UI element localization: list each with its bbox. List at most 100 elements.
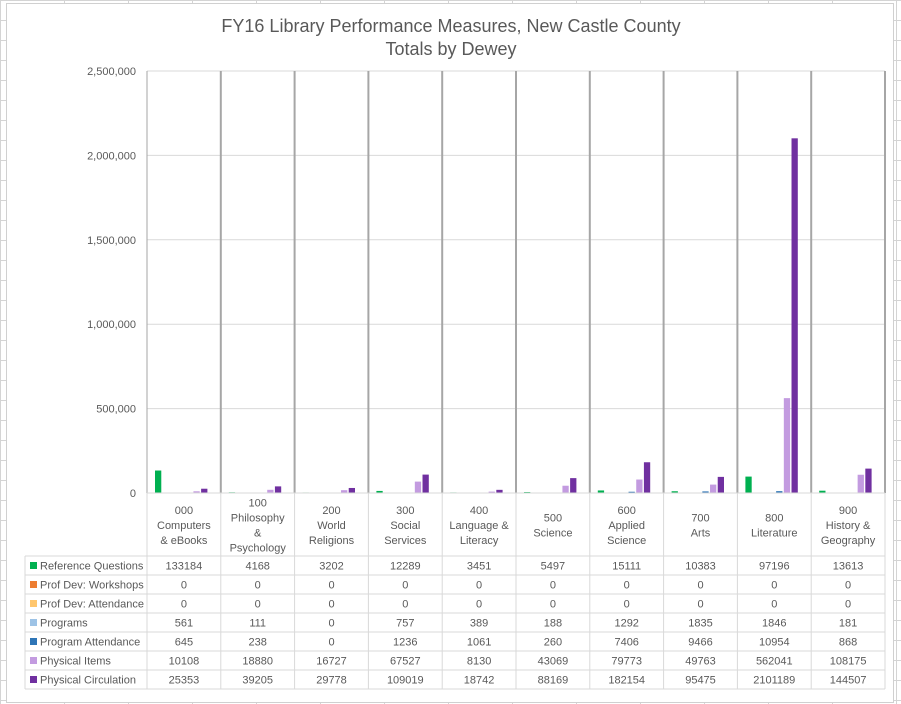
legend-key bbox=[30, 676, 37, 683]
table-cell: 108175 bbox=[830, 656, 867, 668]
legend-key bbox=[30, 581, 37, 588]
bar bbox=[275, 486, 281, 493]
table-cell: 16727 bbox=[316, 656, 347, 668]
legend-key bbox=[30, 619, 37, 626]
category-label: Literature bbox=[751, 528, 797, 540]
legend-label: Reference Questions bbox=[40, 561, 144, 573]
y-tick-label: 500,000 bbox=[96, 404, 136, 416]
table-cell: 15111 bbox=[612, 561, 641, 573]
table-cell: 29778 bbox=[316, 675, 347, 687]
category-label: Applied bbox=[608, 520, 645, 532]
legend-label: Physical Items bbox=[40, 656, 111, 668]
category-label: Philosophy bbox=[231, 513, 285, 525]
bar bbox=[718, 477, 724, 493]
table-cell: 8130 bbox=[467, 656, 491, 668]
y-tick-label: 2,500,000 bbox=[87, 66, 136, 78]
y-tick-label: 2,000,000 bbox=[87, 150, 136, 162]
table-cell: 0 bbox=[402, 580, 408, 592]
category-label: World bbox=[317, 520, 346, 532]
legend-label: Prof Dev: Workshops bbox=[40, 580, 144, 592]
table-cell: 0 bbox=[476, 580, 482, 592]
category-label: Arts bbox=[691, 528, 711, 540]
table-cell: 0 bbox=[181, 599, 187, 611]
table-cell: 561 bbox=[175, 618, 193, 630]
table-cell: 13613 bbox=[833, 561, 864, 573]
table-cell: 1292 bbox=[614, 618, 638, 630]
bar bbox=[415, 482, 421, 493]
y-tick-label: 1,500,000 bbox=[87, 235, 136, 247]
category-label: & bbox=[254, 528, 262, 540]
chart: FY16 Library Performance Measures, New C… bbox=[6, 3, 894, 703]
table-cell: 0 bbox=[550, 580, 556, 592]
bar bbox=[155, 471, 161, 493]
table-cell: 97196 bbox=[759, 561, 790, 573]
legend-key bbox=[30, 562, 37, 569]
bar bbox=[349, 488, 355, 493]
legend-key bbox=[30, 638, 37, 645]
category-label: Social bbox=[390, 520, 420, 532]
category-label: History & bbox=[826, 520, 871, 532]
category-label: Language & bbox=[449, 520, 509, 532]
category-label: 300 bbox=[396, 505, 414, 517]
category-label: Religions bbox=[309, 535, 355, 547]
table-cell: 0 bbox=[771, 580, 777, 592]
table-cell: 144507 bbox=[830, 675, 867, 687]
bar bbox=[636, 480, 642, 493]
table-cell: 645 bbox=[175, 637, 193, 649]
category-label: 900 bbox=[839, 505, 857, 517]
category-label: Science bbox=[607, 535, 646, 547]
table-cell: 39205 bbox=[242, 675, 273, 687]
table-cell: 2101189 bbox=[753, 675, 795, 687]
table-cell: 757 bbox=[396, 618, 414, 630]
table-cell: 18742 bbox=[464, 675, 495, 687]
table-cell: 1846 bbox=[762, 618, 786, 630]
bar bbox=[423, 475, 429, 493]
table-cell: 182154 bbox=[608, 675, 645, 687]
bar bbox=[792, 138, 798, 493]
table-cell: 0 bbox=[255, 580, 261, 592]
table-cell: 111 bbox=[249, 618, 266, 630]
category-label: 800 bbox=[765, 513, 783, 525]
table-cell: 3451 bbox=[467, 561, 491, 573]
table-cell: 88169 bbox=[538, 675, 569, 687]
category-label: 600 bbox=[618, 505, 636, 517]
bar bbox=[644, 462, 650, 493]
table-cell: 5497 bbox=[541, 561, 565, 573]
legend-label: Program Attendance bbox=[40, 637, 140, 649]
table-cell: 1061 bbox=[467, 637, 491, 649]
bar bbox=[710, 485, 716, 493]
table-cell: 1236 bbox=[393, 637, 417, 649]
category-label: 500 bbox=[544, 513, 562, 525]
plot-area: 0500,0001,000,0001,500,0002,000,0002,500… bbox=[7, 4, 895, 704]
table-cell: 3202 bbox=[319, 561, 343, 573]
bar bbox=[570, 478, 576, 493]
category-label: Geography bbox=[821, 535, 876, 547]
table-cell: 0 bbox=[402, 599, 408, 611]
table-cell: 4168 bbox=[245, 561, 269, 573]
table-cell: 260 bbox=[544, 637, 562, 649]
table-cell: 0 bbox=[697, 580, 703, 592]
legend-key bbox=[30, 657, 37, 664]
legend-key bbox=[30, 600, 37, 607]
table-cell: 10383 bbox=[685, 561, 716, 573]
table-cell: 0 bbox=[328, 637, 334, 649]
bar bbox=[858, 475, 864, 493]
y-tick-label: 0 bbox=[130, 488, 136, 500]
bar bbox=[784, 398, 790, 493]
category-label: & eBooks bbox=[160, 535, 208, 547]
table-cell: 0 bbox=[845, 580, 851, 592]
bar bbox=[562, 486, 568, 493]
category-label: 200 bbox=[322, 505, 340, 517]
table-cell: 0 bbox=[624, 580, 630, 592]
legend-label: Physical Circulation bbox=[40, 675, 136, 687]
bar bbox=[745, 477, 751, 493]
table-cell: 79773 bbox=[611, 656, 642, 668]
category-label: Science bbox=[533, 528, 572, 540]
bar bbox=[201, 489, 207, 493]
table-cell: 188 bbox=[544, 618, 562, 630]
table-cell: 67527 bbox=[390, 656, 421, 668]
table-cell: 0 bbox=[328, 580, 334, 592]
table-cell: 7406 bbox=[614, 637, 638, 649]
category-label: 000 bbox=[175, 505, 193, 517]
table-cell: 0 bbox=[697, 599, 703, 611]
